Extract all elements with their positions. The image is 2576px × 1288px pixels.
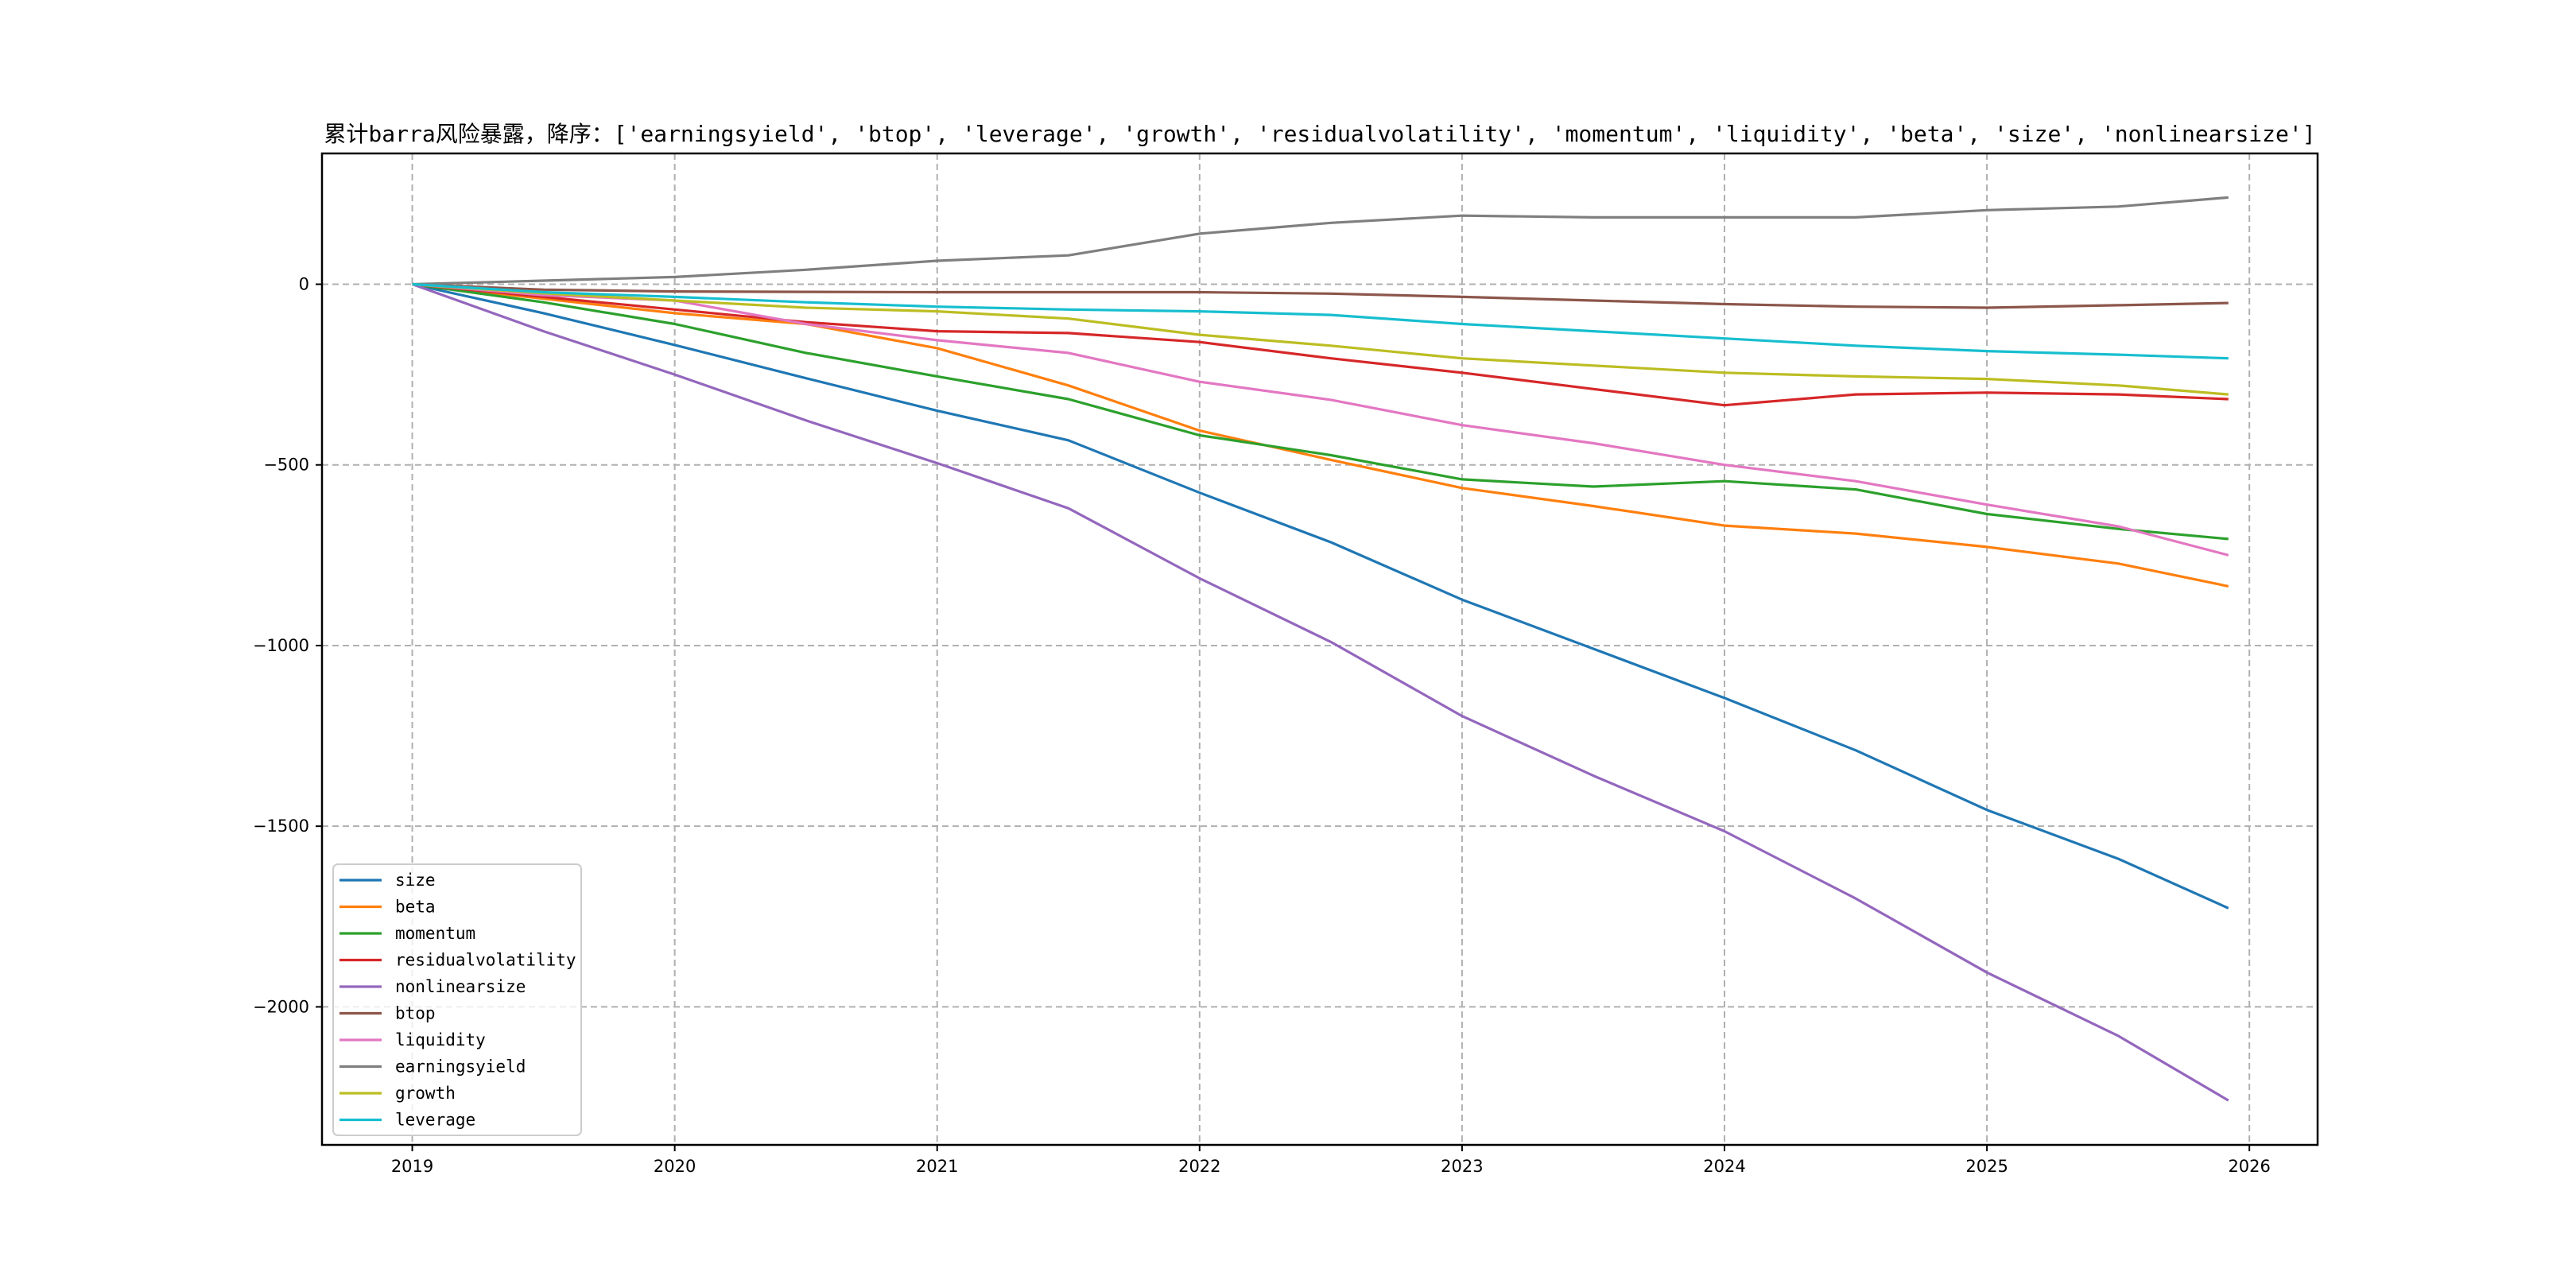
y-tick-label: −1000 (253, 636, 309, 655)
legend-label: momentum (395, 924, 475, 943)
legend-label: leverage (395, 1111, 475, 1130)
legend-box (332, 863, 582, 1136)
series-line-btop (412, 282, 2229, 309)
legend-item-earningsyield: earningsyield (339, 1057, 526, 1077)
x-tick-label: 2025 (1965, 1157, 2008, 1176)
x-tick-label: 2019 (391, 1157, 433, 1176)
x-axis: 2019 2020 2021 2022 2023 2024 2025 2026 (391, 1145, 2271, 1176)
x-tick-label: 2023 (1441, 1157, 1483, 1176)
series-line-growth (412, 282, 2229, 396)
legend-label: btop (395, 1004, 436, 1023)
x-tick-label: 2021 (916, 1157, 958, 1176)
series-line-size (412, 282, 2229, 910)
x-tick-label: 2020 (654, 1157, 696, 1176)
legend-item-growth: growth (339, 1084, 456, 1103)
series-line-liquidity (412, 282, 2229, 557)
legend-item-residualvolatility: residualvolatility (339, 951, 576, 970)
y-tick-label: −1500 (253, 817, 309, 836)
grid (322, 153, 2318, 1145)
series-line-beta (412, 282, 2229, 588)
legend-label: residualvolatility (395, 951, 576, 970)
plot-frame (320, 152, 2319, 1146)
legend-item-btop: btop (339, 1004, 436, 1023)
x-tick-label: 2026 (2228, 1157, 2270, 1176)
y-tick-label: −2000 (253, 997, 309, 1016)
legend: size beta momentum residualvolatility nonlin… (332, 863, 582, 1136)
chart-title: 累计barra风险暴露，降序：['earningsyield', 'btop',… (324, 121, 2315, 147)
legend-item-beta: beta (339, 898, 436, 917)
legend-label: growth (395, 1084, 456, 1103)
series-lines (412, 196, 2229, 1102)
series-line-momentum (412, 282, 2229, 541)
y-axis: 0 −500 −1000 −1500 −2000 (253, 275, 322, 1016)
legend-item-liquidity: liquidity (339, 1030, 486, 1049)
legend-label: nonlinearsize (395, 977, 526, 996)
legend-item-leverage: leverage (339, 1111, 475, 1130)
series-line-earningsyield (412, 196, 2229, 286)
series-line-nonlinearsize (412, 282, 2229, 1102)
y-tick-label: −500 (263, 456, 309, 475)
legend-label: size (395, 871, 436, 890)
legend-label: liquidity (395, 1030, 486, 1049)
x-tick-label: 2022 (1178, 1157, 1220, 1176)
x-tick-label: 2024 (1703, 1157, 1745, 1176)
series-line-residualvolatility (412, 282, 2229, 407)
y-tick-label: 0 (299, 275, 309, 294)
series-line-leverage (412, 282, 2229, 360)
legend-label: earningsyield (395, 1057, 526, 1077)
legend-label: beta (395, 898, 436, 917)
legend-item-nonlinearsize: nonlinearsize (339, 977, 526, 996)
legend-item-size: size (339, 871, 436, 890)
legend-item-momentum: momentum (339, 924, 475, 943)
